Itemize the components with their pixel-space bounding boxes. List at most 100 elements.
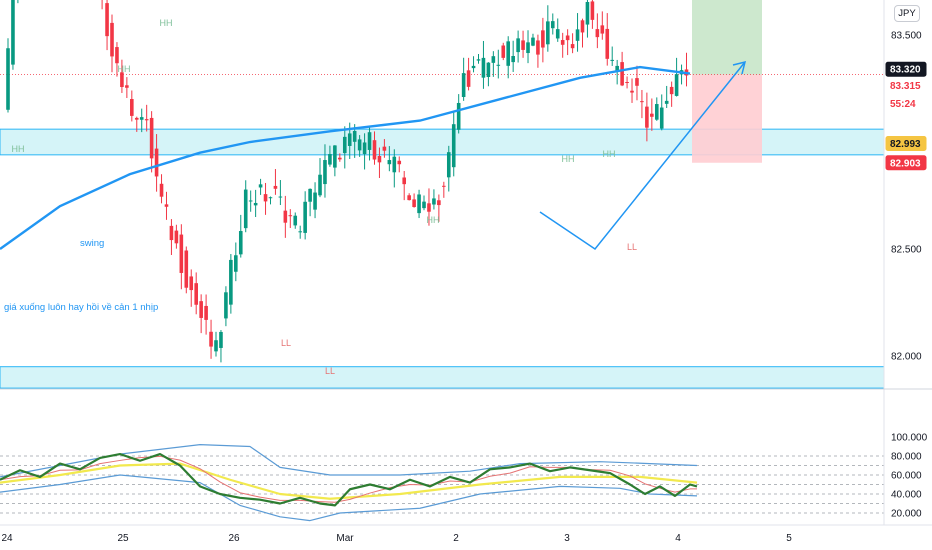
- candle-body: [352, 130, 357, 142]
- candle-body: [560, 40, 565, 45]
- candle-body: [635, 78, 639, 86]
- date-tick-label: 3: [564, 533, 570, 544]
- projection-arrowhead: [732, 60, 747, 75]
- candle: [209, 319, 213, 359]
- candle-body: [229, 259, 233, 305]
- candle: [461, 57, 466, 101]
- candle: [164, 191, 169, 220]
- candle-body: [625, 81, 629, 83]
- support-zone: [0, 366, 885, 389]
- candle-body: [6, 48, 10, 110]
- candle-body: [590, 1, 595, 20]
- hh-label: HH: [12, 144, 25, 154]
- candle-body: [159, 183, 164, 197]
- candle: [550, 13, 555, 35]
- projection-path: [539, 61, 746, 251]
- candle: [640, 89, 644, 119]
- date-tick-label: 26: [228, 533, 240, 544]
- candle: [149, 111, 154, 173]
- price-tag: 83.320: [885, 61, 927, 77]
- candle: [427, 188, 431, 226]
- candle: [620, 51, 624, 87]
- candle: [273, 169, 278, 195]
- candle: [645, 92, 649, 142]
- candle: [565, 29, 570, 56]
- candle: [318, 158, 322, 198]
- candle: [684, 52, 689, 87]
- candle-body: [134, 117, 139, 120]
- candle-body: [446, 152, 451, 178]
- candle: [194, 272, 198, 315]
- candle-body: [640, 101, 644, 103]
- price-tag-label: 83.315: [890, 81, 921, 92]
- candle-body: [650, 113, 654, 117]
- candle: [234, 242, 238, 282]
- price-tag-bg: [886, 78, 926, 93]
- candle-body: [501, 45, 506, 58]
- price-tag-label: 82.993: [890, 139, 921, 150]
- candle: [382, 139, 387, 158]
- candle: [679, 64, 684, 85]
- candle-body: [645, 106, 649, 128]
- price-tag: 82.903: [885, 155, 927, 171]
- candle-body: [412, 199, 416, 208]
- candle: [541, 17, 545, 63]
- oscillator-panel: [0, 444, 698, 522]
- date-tick-label: 5: [786, 533, 792, 544]
- candle-body: [491, 56, 496, 63]
- candle: [179, 224, 184, 290]
- candle: [412, 193, 416, 208]
- candle: [560, 32, 565, 58]
- candle: [674, 57, 679, 97]
- candle: [293, 212, 298, 229]
- candle: [159, 174, 164, 204]
- candle: [659, 94, 664, 131]
- candle: [298, 225, 303, 239]
- candle-body: [664, 100, 669, 104]
- candle-body: [402, 177, 407, 185]
- candle-body: [630, 90, 634, 93]
- candle-body: [179, 234, 184, 273]
- candle-body: [407, 195, 411, 201]
- stop-zone: [692, 74, 762, 163]
- candle-body: [144, 119, 149, 121]
- swing-zone-label: swing: [80, 238, 104, 249]
- candle-body: [659, 107, 664, 129]
- candle-body: [451, 124, 456, 168]
- candle-body: [437, 200, 441, 206]
- candle-body: [506, 41, 511, 66]
- slow-average-line: [0, 462, 698, 500]
- candle-body: [243, 189, 248, 229]
- candle-body: [278, 196, 283, 198]
- candle-body: [461, 73, 466, 98]
- candle-body: [169, 225, 174, 241]
- candle: [526, 30, 530, 64]
- currency-button[interactable]: JPY: [894, 5, 920, 22]
- candle-body: [541, 30, 545, 48]
- candle: [432, 189, 436, 210]
- candle-body: [268, 197, 273, 199]
- candle: [511, 40, 515, 72]
- candle: [407, 193, 411, 201]
- candle: [402, 170, 407, 201]
- candle-body: [224, 292, 228, 319]
- date-tick-label: 24: [1, 533, 13, 544]
- ll-label: LL: [325, 366, 335, 376]
- date-tick-label: 4: [675, 533, 681, 544]
- candle-body: [620, 62, 624, 86]
- candle: [570, 33, 575, 54]
- candle: [105, 0, 109, 51]
- candle-body: [392, 156, 397, 173]
- price-tag-bg: [886, 96, 926, 111]
- price-tag-bg: [885, 135, 927, 151]
- candle: [199, 294, 203, 334]
- candle: [650, 98, 654, 131]
- candle: [313, 182, 317, 219]
- candle-body: [248, 200, 253, 202]
- candle-body: [298, 231, 303, 233]
- candle: [417, 189, 421, 219]
- candles: [6, 0, 689, 363]
- candle: [546, 5, 550, 52]
- candle-body: [333, 145, 337, 168]
